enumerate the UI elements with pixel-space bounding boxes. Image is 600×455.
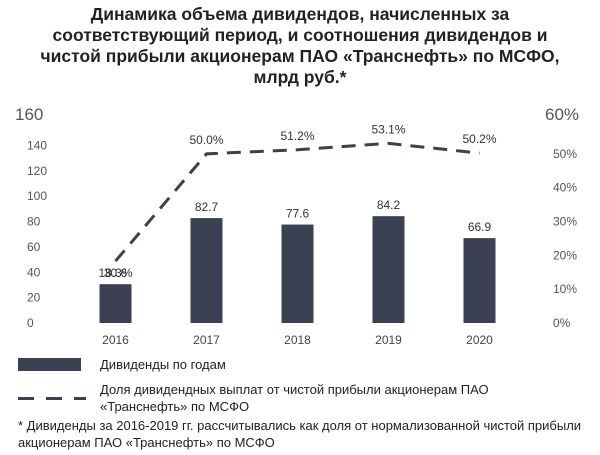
y-left-tick-label: 100 [27, 189, 47, 203]
y-left-tick-label: 60 [27, 240, 41, 254]
bar-value-label: 84.2 [377, 198, 401, 212]
x-tick-label: 2019 [375, 333, 402, 347]
bar-value-label: 66.9 [468, 220, 492, 234]
bar [372, 216, 405, 323]
y-left-tick-label: 0 [27, 316, 34, 330]
bar-value-label: 82.7 [195, 200, 219, 214]
legend-item-bars: Дивиденды по годам [18, 356, 226, 373]
line-value-label: 53.1% [371, 122, 405, 136]
bar [463, 238, 496, 323]
y-right-tick-label: 10% [553, 282, 577, 296]
y-right-tick-label: 50% [553, 147, 577, 161]
line-value-label: 51.2% [280, 129, 314, 143]
chart-title: Динамика объема дивидендов, начисленных … [40, 4, 560, 87]
bar [190, 218, 223, 323]
y-right-tick-label: 20% [553, 248, 577, 262]
bar [281, 224, 314, 323]
x-tick-label: 2016 [102, 333, 129, 347]
y-left-tick-label: 140 [27, 138, 47, 152]
line-value-label: 18.3% [98, 266, 132, 280]
y-right-tick-label: 60% [545, 105, 579, 124]
line-value-label: 50.2% [462, 132, 496, 146]
y-left-tick-label: 160 [15, 105, 43, 124]
bar [99, 284, 132, 323]
bar-value-label: 30.6 [104, 266, 128, 280]
y-right-tick-label: 0% [553, 316, 571, 330]
legend-bar-swatch [18, 357, 81, 371]
line-value-label: 50.0% [189, 133, 223, 147]
y-left-tick-label: 80 [27, 215, 41, 229]
line-series [114, 141, 480, 263]
legend-line-label: Доля дивидендных выплат от чистой прибыл… [100, 382, 489, 414]
footnote: * Дивиденды за 2016-2019 гг. рассчитывал… [18, 418, 582, 450]
legend-bars-label: Дивиденды по годам [100, 357, 226, 372]
y-left-tick-label: 20 [27, 291, 41, 305]
x-tick-label: 2018 [284, 333, 311, 347]
bar-value-label: 77.6 [286, 207, 310, 221]
x-tick-label: 2017 [193, 333, 220, 347]
legend-dash-swatch [18, 396, 86, 400]
legend-item-line: Доля дивидендных выплат от чистой прибыл… [18, 381, 520, 415]
y-left-tick-label: 40 [27, 265, 41, 279]
y-right-tick-label: 30% [553, 215, 577, 229]
y-right-tick-label: 40% [553, 181, 577, 195]
x-tick-label: 2020 [466, 333, 493, 347]
y-left-tick-label: 120 [27, 164, 47, 178]
